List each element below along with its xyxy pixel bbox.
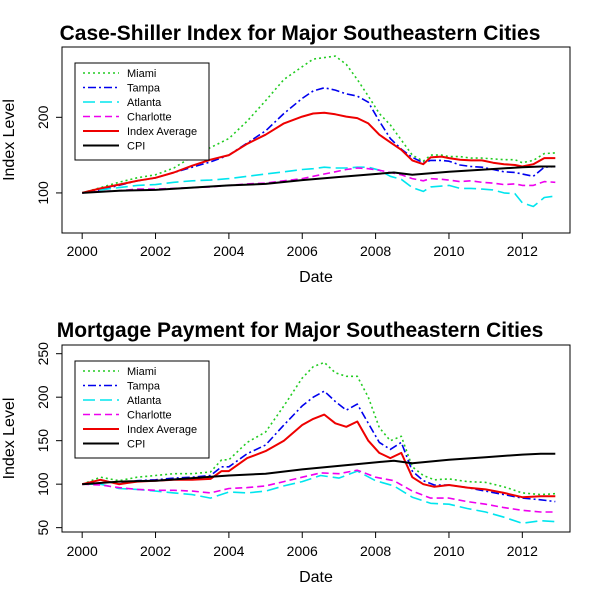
chart2-series-group xyxy=(81,361,556,525)
chart1-panel: Case-Shiller Index for Major Southeaster… xyxy=(1,22,571,286)
chart1-legend-label: Charlotte xyxy=(127,112,172,124)
chart2-y-tick-label: 150 xyxy=(35,429,51,453)
chart2-x-axis-label: Date xyxy=(299,569,333,586)
chart1-x-tick-label: 2012 xyxy=(507,243,538,259)
chart2-y-tick-label: 200 xyxy=(35,385,51,409)
chart1-legend-label: Tampa xyxy=(127,83,161,95)
chart2-x-tick-label: 2012 xyxy=(507,543,538,559)
chart1-title: Case-Shiller Index for Major Southeaster… xyxy=(60,22,541,45)
chart1-series-index-average-line xyxy=(81,111,556,194)
chart2-series-charlotte-line xyxy=(82,469,556,513)
chart1-x-axis-label: Date xyxy=(299,269,333,286)
chart2-legend-label: Atlanta xyxy=(127,395,162,407)
chart2-x-tick-label: 2000 xyxy=(67,543,98,559)
chart2-y-axis-label: Index Level xyxy=(1,398,18,480)
chart2-plot-frame xyxy=(61,344,571,533)
chart1-legend-label: Index Average xyxy=(127,126,197,138)
chart1-x-tick-label: 2000 xyxy=(67,243,98,259)
chart2-y-tick-label: 50 xyxy=(35,520,51,536)
chart2-x-tick-label: 2006 xyxy=(287,543,318,559)
chart2-series-cpi-line xyxy=(82,452,556,486)
chart2-legend-label: Tampa xyxy=(127,381,161,393)
chart2-legend-label: Miami xyxy=(127,366,156,378)
chart1-plot-frame xyxy=(61,46,571,234)
chart2-legend-label: Index Average xyxy=(127,424,197,436)
chart1-x-tick-label: 2008 xyxy=(360,243,391,259)
chart1-y-tick-label: 100 xyxy=(35,181,51,205)
chart1-series-atlanta-line xyxy=(82,166,556,208)
chart1-y-tick-label: 200 xyxy=(35,105,51,129)
chart2-legend-box xyxy=(74,360,210,459)
chart1-x-tick-label: 2010 xyxy=(433,243,464,259)
chart1-legend-label: Miami xyxy=(127,68,156,80)
chart1-x-tick-label: 2006 xyxy=(287,243,318,259)
chart2-y-tick-label: 250 xyxy=(35,342,51,366)
chart1-legend-label: CPI xyxy=(127,141,145,153)
chart2-legend-label: CPI xyxy=(127,439,145,451)
chart2-series-miami-line xyxy=(81,361,556,496)
chart1-legend-box xyxy=(74,62,210,161)
chart2-title: Mortgage Payment for Major Southeastern … xyxy=(57,319,544,342)
chart1-x-tick-label: 2004 xyxy=(213,243,244,259)
chart2-y-tick-label: 100 xyxy=(35,472,51,496)
chart1-legend: Miami Tampa Atlanta Charlotte Index Average C… xyxy=(74,62,210,161)
chart2-x-tick-label: 2004 xyxy=(213,543,244,559)
chart1-legend-label: Atlanta xyxy=(127,97,162,109)
chart1-x-tick-label: 2002 xyxy=(140,243,171,259)
chart2-x-tick-label: 2002 xyxy=(140,543,171,559)
chart1-y-axis-label: Index Level xyxy=(1,99,18,181)
chart2-legend-label: Charlotte xyxy=(127,410,172,422)
chart2-panel: Mortgage Payment for Major Southeastern … xyxy=(1,319,571,586)
chart2-legend: Miami Tampa Atlanta Charlotte Index Average C… xyxy=(74,360,210,459)
chart2-series-atlanta-line xyxy=(82,470,556,525)
chart2-x-tick-label: 2008 xyxy=(360,543,391,559)
chart2-x-tick-label: 2010 xyxy=(433,543,464,559)
chart1-series-cpi-line xyxy=(82,165,556,194)
